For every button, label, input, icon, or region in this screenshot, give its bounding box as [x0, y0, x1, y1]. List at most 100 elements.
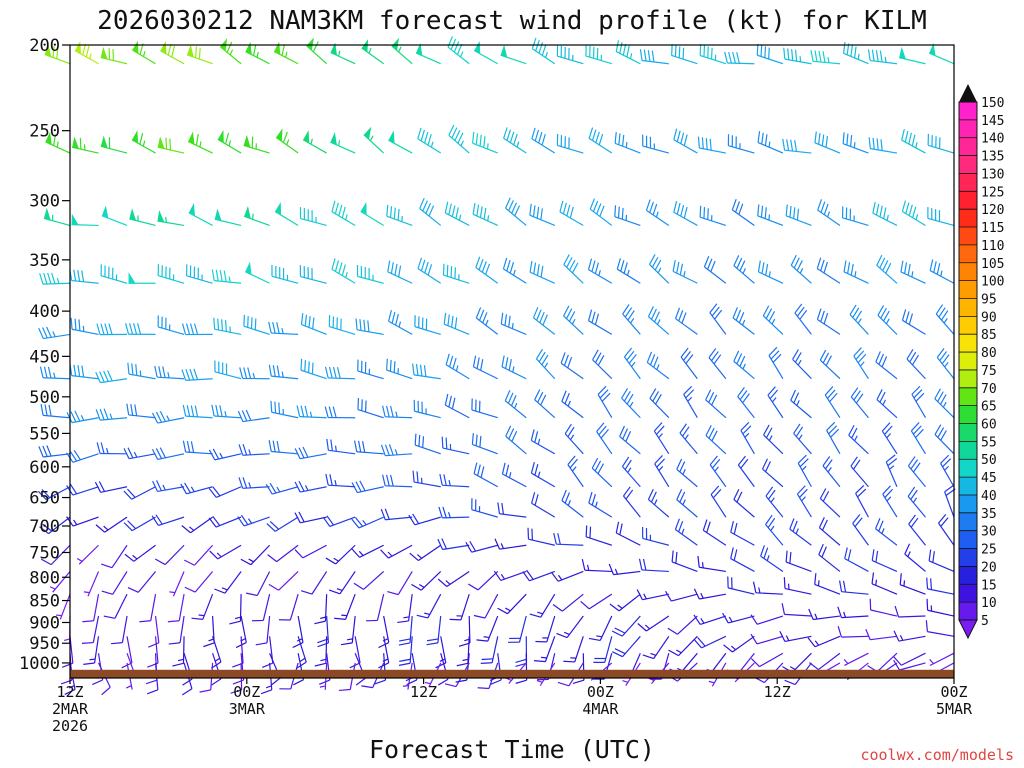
- wind-barb: [901, 200, 926, 226]
- wind-barb: [244, 261, 270, 284]
- wind-barb: [468, 571, 499, 591]
- wind-barb: [96, 442, 128, 455]
- wind-barb: [471, 131, 498, 154]
- wind-barb: [515, 636, 528, 667]
- x-tick-label: 3MAR: [229, 700, 266, 718]
- wind-barb: [203, 616, 215, 648]
- wind-barb: [414, 433, 441, 455]
- wind-barb: [649, 388, 670, 419]
- colorbar-tick-label: 145: [981, 114, 1004, 129]
- wind-barb: [387, 571, 413, 596]
- wind-barb: [267, 544, 299, 563]
- wind-barb: [441, 436, 470, 455]
- wind-barb: [619, 425, 641, 455]
- wind-barb: [437, 538, 470, 551]
- wind-barb: [722, 612, 755, 624]
- wind-barb: [326, 438, 356, 455]
- wind-barb: [612, 635, 641, 658]
- wind-barb: [38, 326, 71, 340]
- wind-barb: [819, 349, 841, 380]
- wind-barb: [588, 127, 613, 154]
- wind-barb: [508, 615, 527, 643]
- wind-barb: [614, 131, 641, 154]
- wind-barb: [439, 474, 470, 488]
- wind-barb: [731, 198, 755, 226]
- wind-barb: [208, 448, 242, 461]
- wind-barb: [243, 314, 270, 335]
- wind-barb: [807, 635, 841, 648]
- wind-barb: [214, 208, 242, 227]
- wind-barb: [814, 131, 841, 154]
- wind-barb: [139, 594, 157, 623]
- wind-barb: [417, 257, 442, 284]
- wind-barb: [535, 615, 556, 643]
- y-tick-label: 900: [29, 613, 60, 633]
- wind-barb: [797, 454, 812, 488]
- colorbar-swatch: [959, 369, 977, 389]
- wind-barb: [129, 208, 156, 227]
- wind-barb: [550, 570, 584, 582]
- wind-barb: [790, 389, 812, 419]
- wind-barb: [438, 506, 470, 519]
- wind-barb: [294, 446, 327, 460]
- colorbar-tick-label: 25: [981, 543, 997, 558]
- wind-barb: [585, 44, 612, 65]
- wind-barb: [530, 429, 556, 455]
- wind-barb: [534, 389, 556, 419]
- wind-barb: [229, 594, 242, 625]
- wind-barb: [503, 127, 527, 154]
- wind-barb: [96, 323, 128, 336]
- wind-barb: [818, 517, 841, 546]
- wind-barb: [842, 132, 869, 154]
- wind-barb: [838, 580, 869, 595]
- wind-barb: [266, 516, 299, 532]
- wind-barb: [647, 306, 670, 335]
- wind-barb: [444, 201, 470, 226]
- wind-barb: [727, 576, 755, 595]
- wind-barb: [154, 365, 185, 380]
- wind-barb: [409, 544, 442, 562]
- wind-barb: [531, 127, 556, 154]
- wind-barb: [76, 544, 99, 565]
- wind-barb: [330, 132, 356, 154]
- colorbar-tick-label: 20: [981, 560, 997, 575]
- colorbar-tick-label: 80: [981, 346, 997, 361]
- wind-barb: [875, 518, 898, 546]
- colorbar-tick-label: 125: [981, 185, 1004, 200]
- colorbar-tick-label: 85: [981, 328, 997, 343]
- wind-barb: [328, 315, 356, 335]
- wind-barb: [472, 202, 498, 227]
- wind-barb: [702, 519, 727, 546]
- colorbar-swatch: [959, 298, 977, 317]
- wind-barb: [709, 303, 727, 335]
- wind-barb: [437, 570, 470, 587]
- wind-barb: [64, 616, 71, 644]
- wind-barb: [43, 207, 71, 227]
- wind-barb: [638, 558, 669, 573]
- wind-barb: [587, 309, 613, 335]
- wind-barb: [442, 263, 470, 284]
- x-tick-label: 00Z: [587, 683, 614, 701]
- wind-barb: [208, 516, 242, 528]
- x-tick-label: 12Z: [56, 683, 83, 701]
- colorbar-swatch: [959, 459, 977, 478]
- wind-barb: [911, 385, 927, 419]
- wind-barb: [733, 350, 755, 380]
- wind-barb: [66, 483, 99, 496]
- wind-barb: [145, 653, 158, 685]
- wind-barb: [824, 386, 841, 419]
- wind-barb: [351, 544, 384, 558]
- wind-barb: [151, 411, 185, 424]
- colorbar-swatch: [959, 405, 977, 425]
- colorbar-tick-label: 45: [981, 471, 997, 486]
- wind-barb: [901, 128, 926, 154]
- wind-barb: [936, 348, 955, 380]
- wind-barb: [680, 347, 698, 380]
- wind-barb: [567, 455, 584, 488]
- wind-barb: [426, 615, 442, 646]
- wind-barb: [208, 486, 242, 498]
- colorbar-tick-label: 65: [981, 400, 997, 415]
- wind-barb: [94, 481, 128, 493]
- wind-barb: [265, 482, 299, 495]
- wind-barb: [340, 615, 356, 646]
